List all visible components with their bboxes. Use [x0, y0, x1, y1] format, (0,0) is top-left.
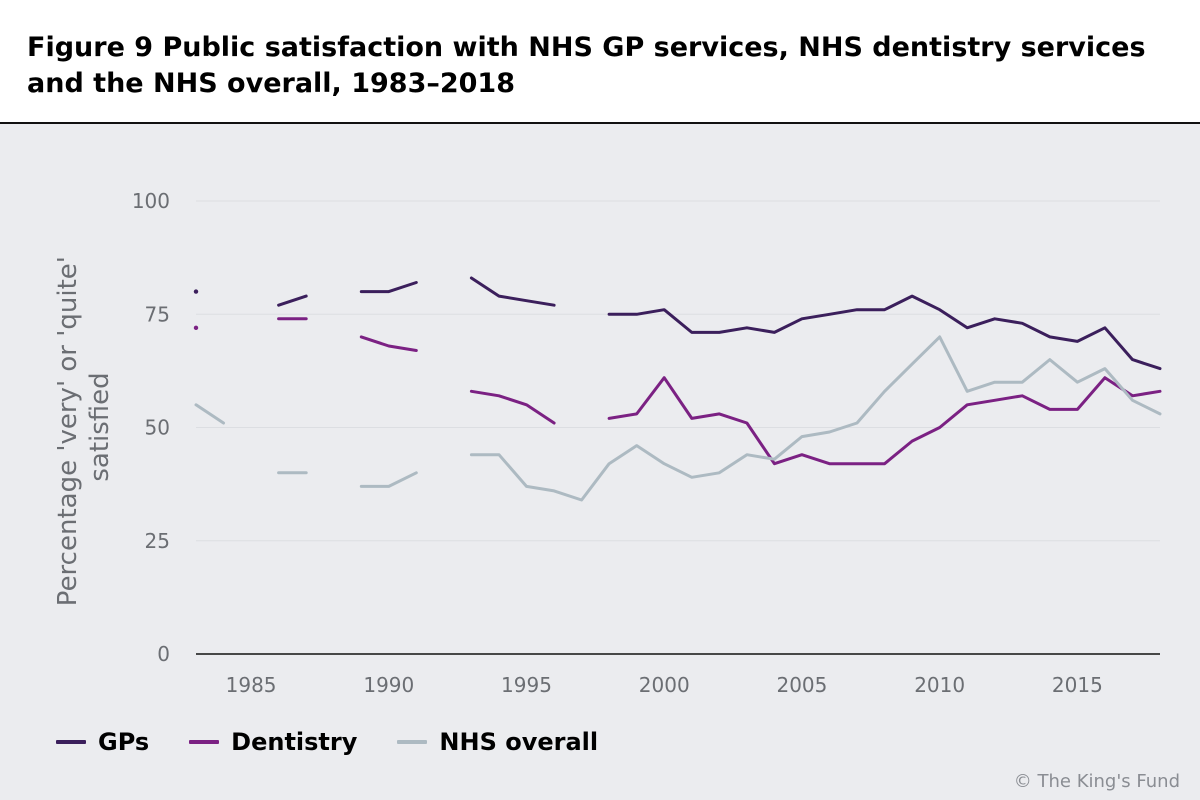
x-tick-label: 2000	[639, 673, 690, 697]
y-tick-label: 25	[145, 529, 170, 553]
legend-swatch-dentistry	[189, 740, 220, 744]
x-tick-label: 2015	[1052, 673, 1103, 697]
y-tick-label: 0	[157, 642, 170, 666]
series-segment	[607, 294, 1162, 371]
x-tick-label: 2010	[914, 673, 965, 697]
title-bar: Figure 9 Public satisfaction with NHS GP…	[0, 0, 1200, 124]
legend-swatch-nhs-overall	[397, 740, 428, 744]
y-axis-label-line-2: satisfied	[85, 372, 115, 481]
series-segment	[469, 276, 556, 307]
series-lines	[193, 276, 1162, 502]
figure-title: Figure 9 Public satisfaction with NHS GP…	[27, 32, 1146, 99]
chart-panel	[0, 124, 1200, 800]
x-tick-label: 1985	[226, 673, 277, 697]
series-segment	[359, 471, 418, 488]
series-nhs-overall	[194, 335, 1162, 502]
legend: GPs Dentistry NHS overall	[56, 728, 638, 756]
y-axis-label-line-1: Percentage 'very' or 'quite'	[53, 256, 83, 606]
series-segment	[277, 294, 308, 307]
gridlines	[196, 200, 1160, 542]
legend-swatch-gps	[56, 740, 86, 744]
copyright-credit: © The King's Fund	[1013, 771, 1180, 792]
y-axis-label: Percentage 'very' or 'quite' satisfied	[53, 248, 115, 606]
legend-label-nhs-overall: NHS overall	[439, 728, 599, 756]
series-point	[193, 325, 199, 331]
legend-label-gps: GPs	[98, 728, 150, 756]
y-axis-ticks: 0 25 50 75 100	[132, 189, 170, 666]
series-point	[193, 289, 199, 294]
legend-item-gps[interactable]: GPs	[56, 728, 149, 756]
legend-label-dentistry: Dentistry	[231, 728, 358, 756]
y-tick-label: 100	[132, 189, 170, 213]
legend-item-nhs-overall[interactable]: NHS overall	[397, 728, 598, 756]
series-segment	[194, 403, 225, 425]
y-tick-label: 75	[145, 302, 170, 326]
series-gps	[193, 276, 1162, 371]
series-segment	[607, 376, 1162, 466]
x-tick-label: 1995	[501, 673, 552, 697]
series-segment	[359, 281, 418, 294]
y-tick-label: 50	[145, 416, 170, 440]
legend-item-dentistry[interactable]: Dentistry	[189, 728, 357, 756]
series-segment	[359, 335, 418, 352]
series-segment	[469, 335, 1162, 502]
series-dentistry	[193, 317, 1162, 466]
x-tick-label: 1990	[363, 673, 414, 697]
series-segment	[469, 389, 556, 425]
x-tick-label: 2005	[776, 673, 827, 697]
x-axis-ticks: 1985 1990 1995 2000 2005 2010 2015	[226, 673, 1103, 697]
